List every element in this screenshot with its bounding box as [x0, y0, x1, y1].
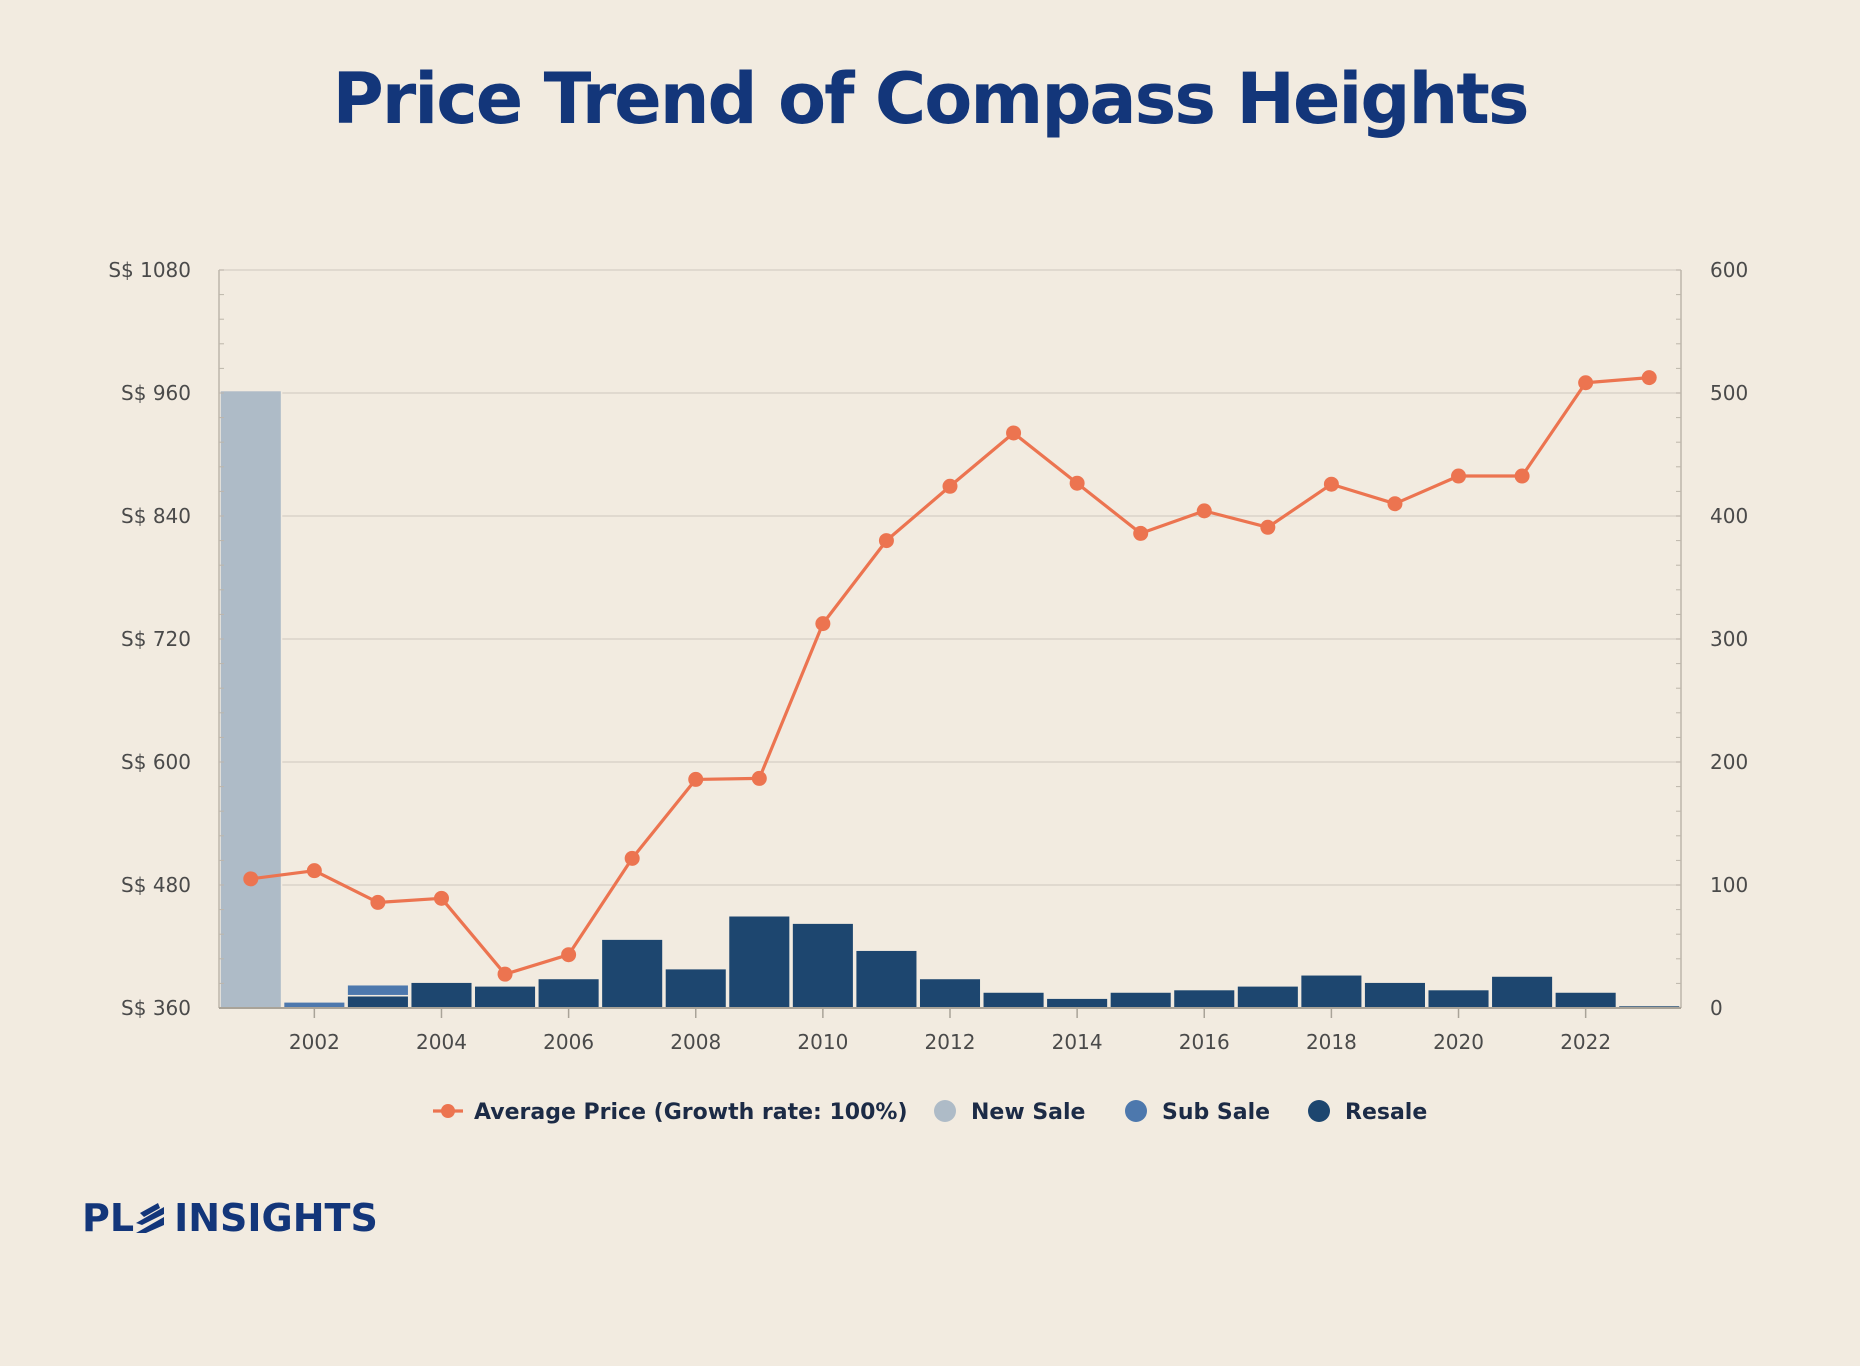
bar-sub-sale-2003: [346, 983, 410, 997]
y-left-tick-label: S$ 720: [121, 627, 191, 651]
price-point-2002: [306, 863, 322, 879]
price-point-2003: [370, 894, 386, 910]
legend-label-sub: Sub Sale: [1162, 1100, 1270, 1125]
bar-resale-2011: [854, 949, 918, 1009]
legend-dot-resale: [1308, 1100, 1330, 1122]
logo-text-insights: INSIGHTS: [174, 1196, 378, 1240]
logo-chevron-icon: [136, 1203, 165, 1233]
y-right-tick-label: 100: [1710, 873, 1748, 897]
price-point-2012: [942, 478, 958, 494]
price-point-2017: [1260, 519, 1276, 535]
legend-label-average: Average Price (Growth rate: 100%): [474, 1100, 908, 1125]
legend-label-resale: Resale: [1345, 1100, 1427, 1125]
y-right-tick-label: 600: [1710, 258, 1748, 282]
price-point-2014: [1069, 475, 1085, 491]
price-point-2016: [1196, 503, 1212, 519]
price-point-2008: [688, 771, 704, 787]
y-left-tick-label: S$ 360: [121, 996, 191, 1020]
bar-new-sale-2001: [219, 389, 283, 1009]
x-tick-label: 2014: [1052, 1030, 1103, 1054]
bar-resale-2003: [346, 994, 410, 1009]
y-left-tick-label: S$ 600: [121, 750, 191, 774]
y-right-tick-label: 0: [1710, 996, 1723, 1020]
bar-resale-2015: [1109, 991, 1173, 1009]
y-right-tick-label: 200: [1710, 750, 1748, 774]
bar-resale-2006: [537, 977, 601, 1009]
price-point-2013: [1006, 425, 1022, 441]
x-tick-label: 2010: [797, 1030, 848, 1054]
price-point-2018: [1323, 476, 1339, 492]
logo-text-pl: PL: [82, 1196, 135, 1240]
price-point-2004: [433, 890, 449, 906]
legend-label-new: New Sale: [971, 1100, 1085, 1125]
bar-resale-2013: [982, 991, 1046, 1009]
bar-resale-2021: [1490, 975, 1554, 1009]
y-left-tick-label: S$ 840: [121, 504, 191, 528]
x-tick-label: 2022: [1560, 1030, 1611, 1054]
x-tick-label: 2018: [1306, 1030, 1357, 1054]
bar-new-sale-2003: [346, 982, 410, 986]
price-point-2023: [1641, 370, 1657, 386]
y-right-tick-label: 400: [1710, 504, 1748, 528]
bar-resale-2022: [1554, 991, 1618, 1009]
price-point-2005: [497, 966, 513, 982]
legend-dot-sub: [1125, 1100, 1147, 1122]
volume-bars: [219, 389, 1681, 1009]
x-tick-label: 2020: [1433, 1030, 1484, 1054]
legend-line-dot: [441, 1104, 455, 1118]
y-left-tick-label: S$ 1080: [108, 258, 191, 282]
bar-resale-2012: [918, 977, 982, 1009]
x-tick-label: 2002: [289, 1030, 340, 1054]
x-tick-label: 2016: [1179, 1030, 1230, 1054]
price-point-2009: [751, 770, 767, 786]
price-point-2011: [878, 533, 894, 549]
y-right-tick-label: 300: [1710, 627, 1748, 651]
price-line: [243, 370, 1657, 982]
price-point-2001: [243, 871, 259, 887]
pl-insights-logo: PL INSIGHTS: [82, 1196, 378, 1240]
legend-dot-new: [934, 1100, 956, 1122]
legend: Average Price (Growth rate: 100%) New Sal…: [433, 1100, 1427, 1125]
bar-resale-2018: [1299, 974, 1363, 1009]
bar-resale-2007: [600, 938, 664, 1009]
price-point-2006: [561, 947, 577, 963]
bar-resale-2005: [473, 985, 537, 1009]
x-tick-label: 2012: [925, 1030, 976, 1054]
x-tick-label: 2004: [416, 1030, 467, 1054]
y-left-tick-label: S$ 960: [121, 381, 191, 405]
y-right-tick-label: 500: [1710, 381, 1748, 405]
bar-resale-2004: [409, 981, 474, 1009]
price-point-2019: [1387, 496, 1403, 512]
bar-resale-2009: [727, 915, 791, 1009]
x-tick-label: 2008: [670, 1030, 721, 1054]
price-point-2010: [815, 616, 831, 632]
price-point-2020: [1451, 468, 1467, 484]
price-point-2007: [624, 850, 640, 866]
bar-resale-2019: [1363, 981, 1427, 1009]
bar-resale-2016: [1172, 988, 1236, 1009]
y-left-tick-label: S$ 480: [121, 873, 191, 897]
price-point-2022: [1578, 375, 1594, 391]
bar-resale-2014: [1045, 997, 1109, 1009]
price-point-2021: [1514, 468, 1530, 484]
chart-title: Price Trend of Compass Heights: [332, 58, 1529, 140]
x-tick-label: 2006: [543, 1030, 594, 1054]
bar-resale-2017: [1236, 985, 1300, 1009]
bar-resale-2010: [791, 922, 855, 1009]
bar-resale-2020: [1426, 988, 1491, 1009]
bar-resale-2008: [664, 967, 728, 1009]
price-point-2015: [1133, 525, 1149, 541]
axes: S$ 360 0 S$ 480 100 S$ 600 200 S$ 720 300 S$ 840…: [108, 258, 1748, 1054]
grid-lines: [219, 269, 1681, 886]
